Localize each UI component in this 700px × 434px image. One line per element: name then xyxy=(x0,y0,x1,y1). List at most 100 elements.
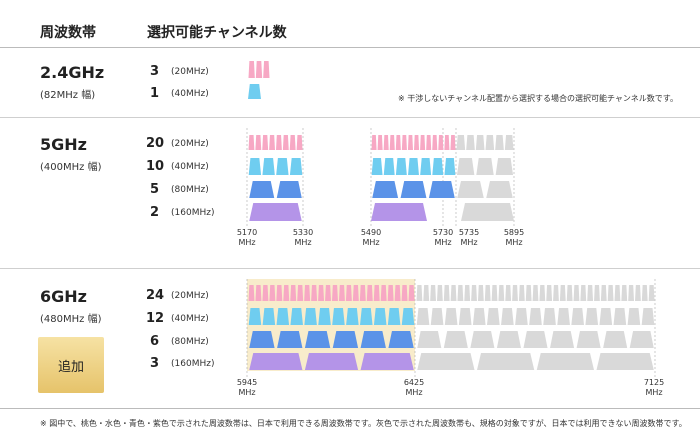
5ghz-20mhz-channel xyxy=(407,135,413,150)
divider xyxy=(0,117,700,118)
6ghz-20mhz-channel xyxy=(401,285,408,301)
5ghz-20mhz-channel-unavailable xyxy=(456,135,466,150)
6ghz-20mhz-channel-unavailable xyxy=(573,285,580,301)
5ghz-80mhz-channel xyxy=(372,181,399,198)
freq-label: 5330 MHz xyxy=(292,228,314,247)
6ghz-20mhz-channel-unavailable xyxy=(614,285,621,301)
5ghz-80mhz-channel-unavailable xyxy=(486,181,513,198)
6ghz-20mhz-channel xyxy=(276,285,283,301)
unit-5-20: (20MHz) xyxy=(171,139,209,149)
5ghz-20mhz-channel xyxy=(248,135,255,150)
6ghz-20mhz-channel-unavailable xyxy=(559,285,566,301)
band-width-5: (400MHz 幅) xyxy=(40,162,102,173)
6ghz-20mhz-channel xyxy=(408,285,415,301)
6ghz-40mhz-channel xyxy=(346,308,359,325)
5ghz-20mhz-channel-unavailable xyxy=(475,135,485,150)
5ghz-40mhz-channel xyxy=(289,158,303,175)
6ghz-80mhz-channel xyxy=(249,331,275,348)
count-5-40: 10 xyxy=(146,159,165,174)
5ghz-40mhz-channel xyxy=(444,158,456,175)
6ghz-20mhz-channel-unavailable xyxy=(587,285,594,301)
2-4ghz-20mhz-channel xyxy=(263,61,270,78)
6ghz-20mhz-channel xyxy=(332,285,338,301)
2-4ghz-20mhz-channel xyxy=(255,61,263,78)
unit-5-40: (40MHz) xyxy=(171,162,209,172)
6ghz-40mhz-channel-unavailable xyxy=(627,308,641,325)
5ghz-20mhz-channel xyxy=(276,135,282,150)
6ghz-20mhz-channel xyxy=(352,285,359,301)
5ghz-20mhz-channel xyxy=(420,135,426,150)
5ghz-20mhz-channel-unavailable xyxy=(504,135,514,150)
6ghz-20mhz-channel xyxy=(290,285,297,301)
5ghz-20mhz-channel-unavailable xyxy=(466,135,475,150)
5ghz-40mhz-channel-unavailable xyxy=(456,158,475,175)
5ghz-20mhz-channel xyxy=(255,135,262,150)
6ghz-40mhz-channel-unavailable xyxy=(501,308,514,325)
band-name-6: 6GHz xyxy=(40,287,87,306)
5ghz-20mhz-channel xyxy=(414,135,420,150)
5ghz-80mhz-channel xyxy=(276,181,302,198)
6ghz-20mhz-channel xyxy=(262,285,269,301)
count-5-20: 20 xyxy=(146,136,165,151)
freq-label: 7125 MHz xyxy=(643,378,665,397)
5ghz-40mhz-channel-unavailable xyxy=(495,158,514,175)
divider xyxy=(0,47,700,48)
6ghz-20mhz-channel-unavailable xyxy=(635,285,641,301)
5ghz-40mhz-channel xyxy=(383,158,395,175)
6ghz-40mhz-channel xyxy=(318,308,331,325)
6ghz-40mhz-channel-unavailable xyxy=(529,308,542,325)
6ghz-20mhz-channel-unavailable xyxy=(553,285,559,301)
6ghz-40mhz-channel xyxy=(262,308,276,325)
6ghz-20mhz-channel xyxy=(269,285,276,301)
6ghz-20mhz-channel xyxy=(248,285,255,301)
freq-label: 5490 MHz xyxy=(360,228,382,247)
6ghz-80mhz-channel-unavailable xyxy=(470,331,495,348)
5ghz-20mhz-channel xyxy=(269,135,275,150)
count-6-20: 24 xyxy=(146,288,165,303)
added-badge: 追加 xyxy=(38,337,104,393)
6ghz-40mhz-channel-unavailable xyxy=(458,308,472,325)
6ghz-40mhz-channel-unavailable xyxy=(472,308,486,325)
6ghz-40mhz-channel xyxy=(332,308,345,325)
6ghz-40mhz-channel-unavailable xyxy=(416,308,430,325)
5ghz-40mhz-channel xyxy=(395,158,407,175)
6ghz-40mhz-channel xyxy=(304,308,317,325)
6ghz-80mhz-channel-unavailable xyxy=(576,331,601,348)
6ghz-20mhz-channel-unavailable xyxy=(512,285,518,301)
header-channels: 選択可能チャンネル数 xyxy=(147,25,287,41)
6ghz-160mhz-channel-unavailable xyxy=(596,353,654,370)
6ghz-160mhz-channel xyxy=(249,353,303,370)
5ghz-20mhz-channel xyxy=(401,135,407,150)
freq-label: 5170 MHz xyxy=(236,228,258,247)
5ghz-20mhz-channel xyxy=(389,135,395,150)
6ghz-40mhz-channel-unavailable xyxy=(486,308,500,325)
6ghz-80mhz-channel-unavailable xyxy=(629,331,654,348)
6ghz-20mhz-channel-unavailable xyxy=(443,285,450,301)
5ghz-20mhz-channel xyxy=(426,135,432,150)
freq-label: 5735 MHz xyxy=(458,228,480,247)
6ghz-20mhz-channel-unavailable xyxy=(484,285,491,301)
count-6-80: 6 xyxy=(150,334,160,349)
count-6-160: 3 xyxy=(150,356,160,371)
6ghz-80mhz-channel-unavailable xyxy=(496,331,521,348)
6ghz-20mhz-channel xyxy=(387,285,394,301)
5ghz-40mhz-channel xyxy=(432,158,444,175)
6ghz-20mhz-channel xyxy=(318,285,325,301)
6ghz-40mhz-channel xyxy=(360,308,373,325)
5ghz-20mhz-channel xyxy=(444,135,450,150)
6ghz-80mhz-channel xyxy=(332,331,359,348)
band-name-5: 5GHz xyxy=(40,135,87,154)
unit-6-160: (160MHz) xyxy=(171,359,215,369)
5ghz-20mhz-channel xyxy=(282,135,289,150)
6ghz-20mhz-channel xyxy=(366,285,373,301)
6ghz-20mhz-channel-unavailable xyxy=(532,285,539,301)
6ghz-40mhz-channel-unavailable xyxy=(613,308,627,325)
freq-label: 5730 MHz xyxy=(432,228,454,247)
6ghz-20mhz-channel-unavailable xyxy=(436,285,443,301)
unit-24-40: (40MHz) xyxy=(171,89,209,99)
5ghz-20mhz-channel xyxy=(262,135,269,150)
2-4ghz-40mhz-channel xyxy=(248,84,261,99)
6ghz-80mhz-channel-unavailable xyxy=(523,331,548,348)
6ghz-160mhz-channel-unavailable xyxy=(477,353,535,370)
